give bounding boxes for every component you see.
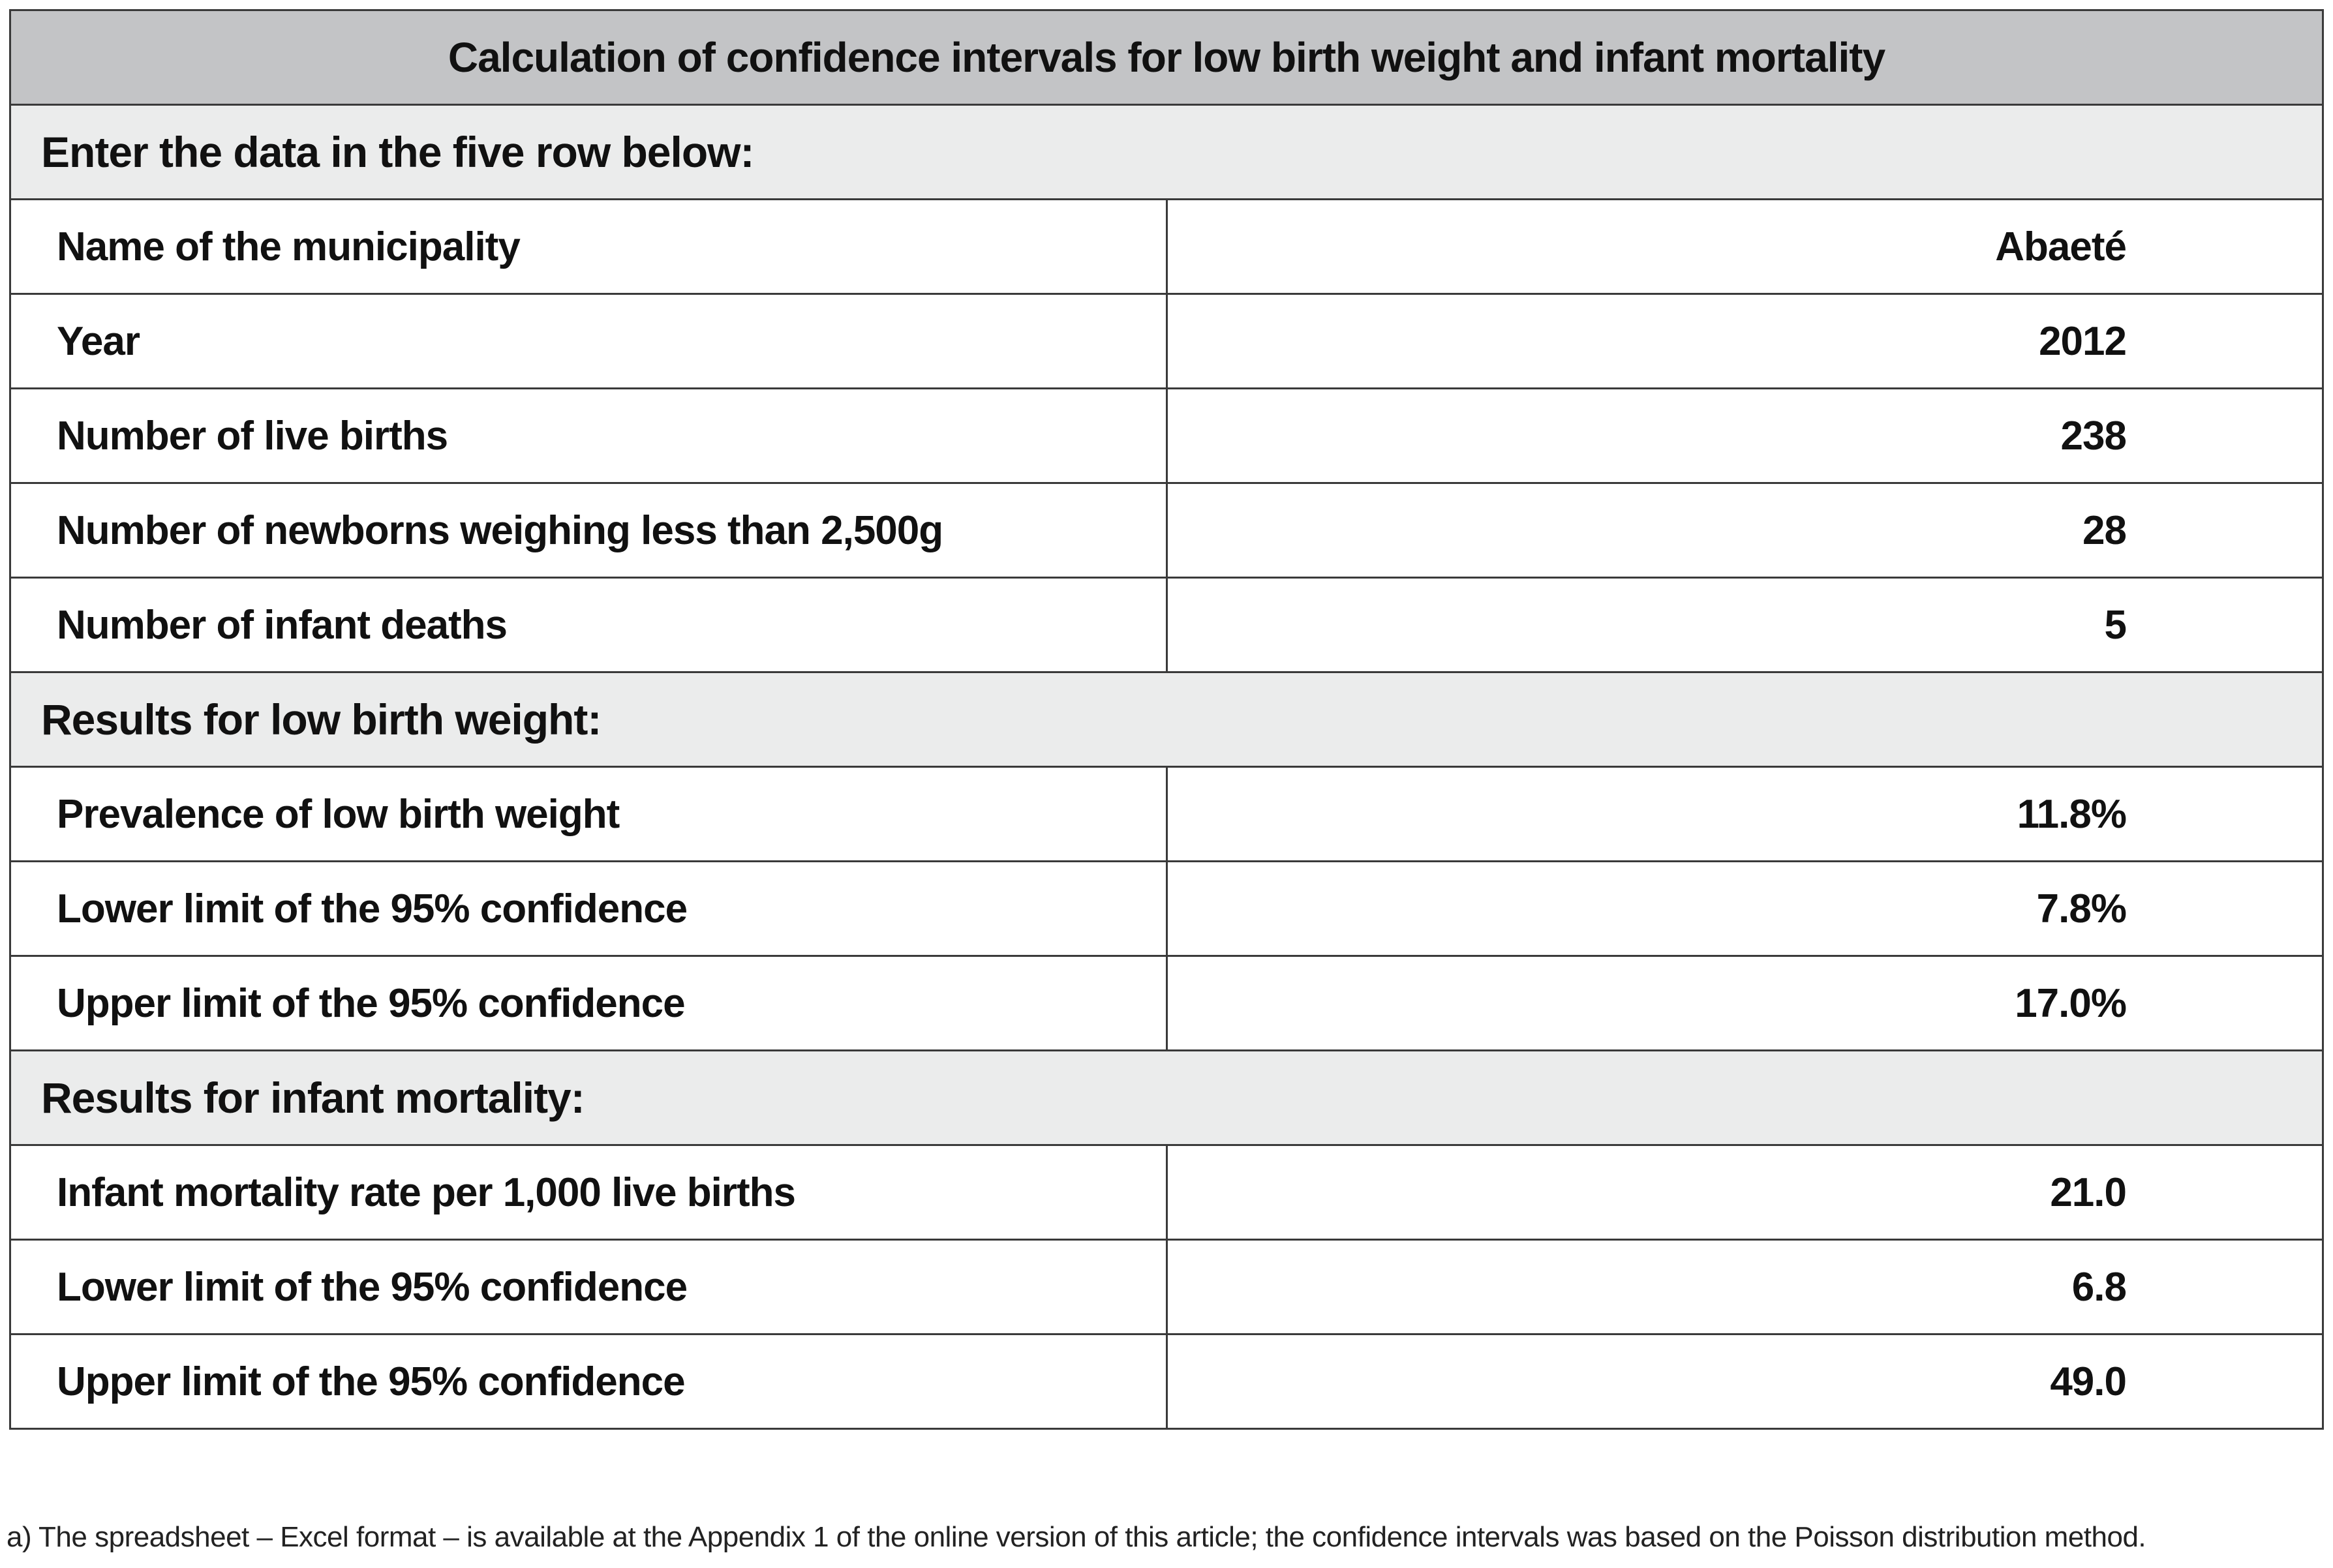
row-label-year: Year [9,293,1168,389]
row-value-prevalence: 11.8% [1165,766,2324,862]
table-row: Lower limit of the 95% confidence 7.8% [9,860,2324,957]
section-heading-low-birth-weight: Results for low birth weight: [9,671,2324,768]
table-row: Prevalence of low birth weight 11.8% [9,766,2324,862]
confidence-interval-table: Calculation of confidence intervals for … [9,9,2324,1430]
row-value-year[interactable]: 2012 [1165,293,2324,389]
table-row: Lower limit of the 95% confidence 6.8 [9,1239,2324,1335]
table-row: Year 2012 [9,293,2324,389]
table-row: Infant mortality rate per 1,000 live bir… [9,1144,2324,1241]
row-label-lbw-lower-limit: Lower limit of the 95% confidence [9,860,1168,957]
row-label-im-upper-limit: Upper limit of the 95% confidence [9,1333,1168,1430]
row-value-lbw-lower-limit: 7.8% [1165,860,2324,957]
table-row: Number of live births 238 [9,387,2324,484]
row-value-mortality-rate: 21.0 [1165,1144,2324,1241]
table-row: Number of infant deaths 5 [9,577,2324,673]
table-row: Name of the municipality Abaeté [9,198,2324,295]
row-label-infant-deaths: Number of infant deaths [9,577,1168,673]
footnote: a) The spreadsheet – Excel format – is a… [7,1521,2146,1553]
row-value-low-weight-newborns[interactable]: 28 [1165,482,2324,579]
table-row: Upper limit of the 95% confidence 17.0% [9,955,2324,1051]
section-header-row: Results for infant mortality: [9,1049,2324,1146]
row-label-mortality-rate: Infant mortality rate per 1,000 live bir… [9,1144,1168,1241]
table-row: Upper limit of the 95% confidence 49.0 [9,1333,2324,1430]
table-title: Calculation of confidence intervals for … [9,9,2324,106]
title-row: Calculation of confidence intervals for … [9,9,2324,106]
section-header-row: Enter the data in the five row below: [9,104,2324,200]
row-label-low-weight-newborns: Number of newborns weighing less than 2,… [9,482,1168,579]
row-value-live-births[interactable]: 238 [1165,387,2324,484]
row-label-im-lower-limit: Lower limit of the 95% confidence [9,1239,1168,1335]
row-value-im-lower-limit: 6.8 [1165,1239,2324,1335]
row-label-municipality: Name of the municipality [9,198,1168,295]
table-row: Number of newborns weighing less than 2,… [9,482,2324,579]
row-value-infant-deaths[interactable]: 5 [1165,577,2324,673]
section-header-row: Results for low birth weight: [9,671,2324,768]
row-value-im-upper-limit: 49.0 [1165,1333,2324,1430]
section-heading-infant-mortality: Results for infant mortality: [9,1049,2324,1146]
row-label-lbw-upper-limit: Upper limit of the 95% confidence [9,955,1168,1051]
row-label-live-births: Number of live births [9,387,1168,484]
row-value-municipality[interactable]: Abaeté [1165,198,2324,295]
section-heading-input-data: Enter the data in the five row below: [9,104,2324,200]
row-label-prevalence: Prevalence of low birth weight [9,766,1168,862]
row-value-lbw-upper-limit: 17.0% [1165,955,2324,1051]
